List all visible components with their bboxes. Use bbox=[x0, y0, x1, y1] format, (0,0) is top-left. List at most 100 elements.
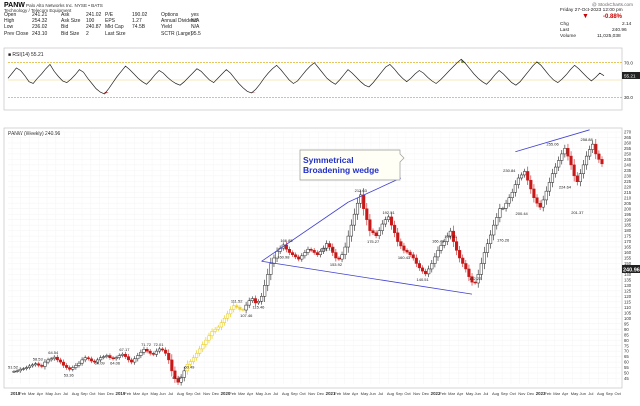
x-tick-label: Aug bbox=[282, 391, 289, 396]
wedge-lower-line bbox=[261, 260, 473, 295]
x-tick-label: Dec bbox=[212, 391, 219, 396]
candle bbox=[225, 310, 230, 322]
candle bbox=[179, 374, 183, 386]
x-tick-label: Dec bbox=[107, 391, 114, 396]
date-line: Friday 27-Oct-2023 12:00 pm bbox=[560, 8, 623, 13]
x-tick-label: Aug bbox=[387, 391, 394, 396]
quote-field-label: Ask bbox=[61, 12, 70, 18]
candle bbox=[235, 303, 239, 310]
candle bbox=[46, 357, 50, 365]
candle bbox=[516, 174, 520, 189]
x-tick-label: 2023 bbox=[536, 391, 546, 396]
candle bbox=[569, 151, 573, 170]
candle bbox=[61, 359, 66, 369]
x-tick-label: Aug bbox=[72, 391, 79, 396]
quote-field-value: 240.87 bbox=[86, 24, 102, 31]
candle bbox=[154, 348, 158, 358]
candle bbox=[269, 257, 273, 281]
price-label: 72.01 bbox=[153, 342, 164, 347]
wedge-upper-line bbox=[261, 201, 349, 262]
x-tick-label: Apr bbox=[457, 391, 464, 396]
candle bbox=[380, 220, 384, 235]
candle bbox=[458, 245, 462, 263]
quote-field-value: 95.5 bbox=[191, 30, 201, 37]
x-tick-label: Jul bbox=[63, 391, 68, 396]
price-label: 67.17 bbox=[119, 347, 130, 352]
y-tick-label: 95 bbox=[624, 321, 629, 326]
candle bbox=[40, 363, 44, 369]
x-tick-label: Aug bbox=[492, 391, 499, 396]
candle bbox=[476, 269, 480, 288]
candle bbox=[191, 354, 196, 365]
chart-title: PANW (Weekly) 240.96 bbox=[8, 131, 61, 137]
candle bbox=[185, 360, 189, 375]
candle bbox=[27, 363, 32, 370]
company-name: Palo Alto Networks Inc. NYSE • BATS bbox=[26, 3, 103, 8]
candle bbox=[454, 236, 459, 256]
candle bbox=[529, 175, 533, 194]
candle bbox=[287, 246, 291, 256]
y-tick-label: 255 bbox=[624, 146, 632, 151]
candle bbox=[467, 264, 471, 282]
y-tick-label: 165 bbox=[624, 245, 632, 250]
y-tick-label: 155 bbox=[624, 256, 632, 261]
candle bbox=[420, 265, 425, 274]
x-tick-label: 2021 bbox=[326, 391, 336, 396]
y-tick-label: 240 bbox=[624, 162, 632, 167]
candle bbox=[253, 295, 257, 306]
y-tick-label: 250 bbox=[624, 152, 632, 157]
x-tick-label: Jul bbox=[168, 391, 173, 396]
candle bbox=[424, 268, 428, 277]
y-tick-label: 135 bbox=[624, 278, 632, 283]
candle bbox=[157, 346, 162, 354]
price-label: 168.19 bbox=[321, 247, 334, 252]
quote-field-label: Ask Size bbox=[61, 18, 81, 25]
candle bbox=[170, 354, 174, 377]
x-tick-label: Dec bbox=[317, 391, 324, 396]
candle bbox=[244, 301, 248, 314]
price-label: 200.44 bbox=[516, 211, 529, 216]
quote-field-label: Yield bbox=[161, 24, 172, 31]
candle bbox=[383, 216, 387, 228]
quote-field-value: 241.02 bbox=[86, 12, 102, 18]
candle bbox=[306, 246, 310, 256]
y-tick-label: 235 bbox=[624, 168, 632, 173]
x-tick-label: Jul bbox=[588, 391, 593, 396]
candle bbox=[263, 279, 267, 303]
x-tick-label: Jun bbox=[159, 391, 165, 396]
annotation-text: Symmetrical Broadening wedge bbox=[303, 155, 380, 175]
price-label: 115.46 bbox=[252, 304, 265, 309]
rsi-axis-label: 70.0 bbox=[624, 60, 633, 65]
candle bbox=[294, 252, 298, 260]
candle bbox=[393, 220, 397, 238]
y-tick-label: 195 bbox=[624, 212, 632, 217]
candle bbox=[365, 202, 369, 226]
candle bbox=[566, 143, 570, 161]
quote-field-label: Prev Close bbox=[4, 30, 29, 37]
quote-field-label: SCTR (Large) bbox=[161, 30, 193, 37]
candle bbox=[495, 213, 499, 230]
candle bbox=[594, 138, 598, 160]
x-tick-label: Mar bbox=[133, 391, 141, 396]
x-tick-label: Jul bbox=[378, 391, 383, 396]
candle bbox=[334, 249, 338, 262]
candle bbox=[195, 350, 199, 361]
candle bbox=[572, 159, 576, 182]
x-tick-label: Nov bbox=[413, 391, 420, 396]
candle bbox=[222, 315, 226, 326]
candle bbox=[575, 172, 579, 186]
y-tick-label: 140 bbox=[624, 272, 632, 277]
candle bbox=[86, 355, 90, 361]
x-tick-label: Nov bbox=[308, 391, 315, 396]
x-tick-label: May bbox=[466, 391, 474, 396]
y-tick-label: 65 bbox=[624, 354, 629, 359]
candle bbox=[315, 250, 319, 257]
y-tick-label: 85 bbox=[624, 332, 629, 337]
x-tick-label: May bbox=[256, 391, 264, 396]
quote-field-value: 2 bbox=[86, 30, 89, 37]
candle bbox=[312, 248, 316, 255]
y-tick-label: 45 bbox=[624, 376, 629, 381]
price-label: 179.45 bbox=[444, 234, 457, 239]
x-tick-label: 2022 bbox=[431, 391, 441, 396]
x-tick-label: Oct bbox=[509, 391, 516, 396]
